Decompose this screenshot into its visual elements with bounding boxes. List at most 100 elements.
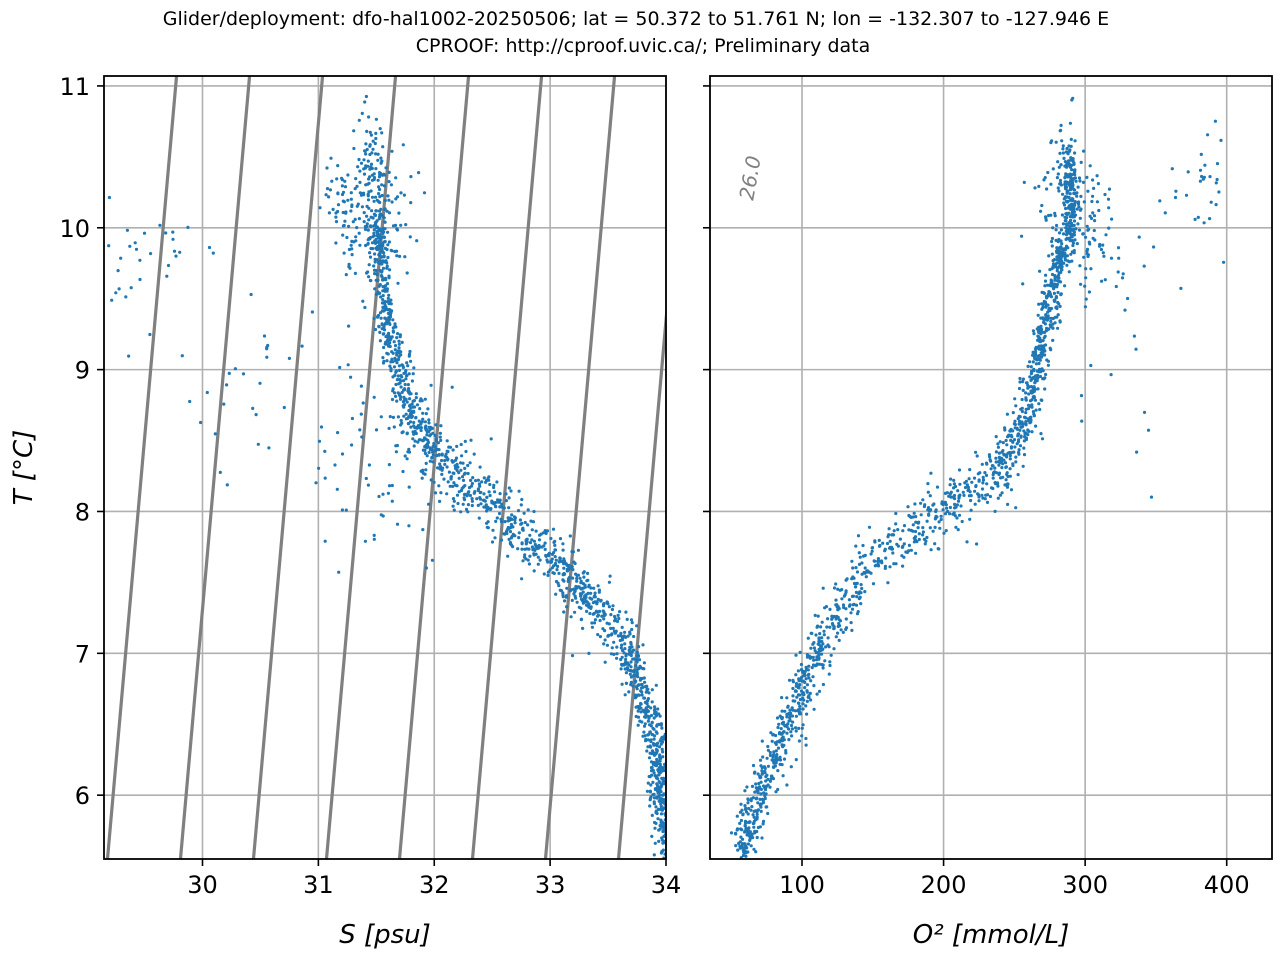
data-point [1043, 279, 1048, 283]
data-point [519, 503, 523, 507]
data-point [336, 209, 340, 214]
data-point [1059, 245, 1063, 249]
isopycnal-line [616, 302, 666, 859]
data-point [937, 520, 941, 524]
y-tick-label: 10 [59, 215, 90, 243]
data-point [369, 133, 373, 137]
data-point [791, 694, 795, 698]
x-tick-label: 200 [921, 871, 967, 899]
data-point [812, 684, 816, 688]
data-point [953, 506, 957, 510]
data-point [1060, 242, 1064, 246]
data-point [561, 591, 565, 595]
data-point [974, 450, 978, 454]
data-point [637, 693, 641, 697]
data-point [836, 624, 840, 629]
data-point [1057, 247, 1061, 251]
data-point [342, 200, 346, 204]
data-point [374, 195, 378, 199]
data-point [354, 239, 358, 243]
data-point [412, 399, 416, 403]
data-point [550, 552, 555, 557]
data-point [585, 579, 589, 583]
data-point [340, 176, 344, 180]
data-point [770, 774, 774, 778]
data-point [350, 247, 354, 251]
data-point [760, 766, 764, 770]
o2-x-axis-label: O² [mmol/L] [913, 920, 1069, 950]
data-point [336, 431, 340, 435]
data-point [386, 194, 390, 198]
data-point [1063, 284, 1067, 288]
data-point [397, 346, 401, 350]
data-point [660, 740, 665, 744]
data-point [828, 663, 832, 668]
data-point [533, 542, 537, 547]
data-point [331, 207, 335, 211]
data-point [1037, 370, 1041, 374]
data-point [1046, 363, 1050, 367]
data-point [798, 650, 802, 655]
data-point [366, 483, 370, 487]
data-point [178, 250, 182, 254]
data-point [592, 621, 597, 625]
data-point [1052, 263, 1056, 267]
data-point [518, 518, 523, 522]
data-point [842, 605, 846, 610]
data-point [1059, 228, 1063, 232]
data-point [381, 492, 385, 496]
data-point [251, 406, 255, 410]
data-point [778, 714, 782, 718]
data-point [659, 784, 664, 788]
data-point [509, 522, 513, 527]
data-point [1152, 245, 1156, 249]
data-point [613, 617, 618, 621]
data-point [771, 733, 775, 737]
data-point [536, 562, 540, 566]
data-point [754, 818, 758, 822]
data-point [1042, 377, 1046, 381]
data-point [960, 519, 964, 524]
data-point [1068, 165, 1073, 169]
data-point [369, 165, 373, 169]
data-point [1051, 226, 1055, 230]
data-point [423, 451, 427, 455]
data-point [314, 481, 318, 485]
data-point [393, 348, 397, 352]
data-point [747, 806, 751, 811]
data-point [548, 568, 552, 572]
data-point [630, 621, 634, 625]
data-point [374, 136, 378, 141]
data-point [823, 659, 827, 663]
data-point [876, 564, 881, 568]
data-point [440, 472, 444, 476]
data-point [637, 704, 642, 709]
data-point [557, 571, 561, 576]
data-point [877, 538, 881, 543]
data-point [1053, 321, 1057, 325]
data-point [395, 254, 399, 258]
data-point [832, 586, 837, 590]
data-point [391, 318, 395, 322]
data-point [430, 558, 434, 562]
data-point [347, 224, 351, 228]
data-point [902, 524, 907, 528]
data-point [850, 594, 855, 599]
data-point [1045, 187, 1049, 191]
data-point [861, 543, 865, 548]
data-point [489, 437, 493, 441]
data-point [509, 543, 513, 547]
isopycnal-line [755, 76, 760, 136]
data-point [524, 542, 528, 546]
data-point [512, 515, 517, 519]
data-point [927, 509, 932, 513]
data-point [1055, 305, 1059, 309]
data-point [654, 730, 658, 734]
data-point [414, 392, 418, 396]
data-point [373, 213, 378, 217]
data-point [782, 743, 786, 748]
data-point [1021, 380, 1025, 384]
data-point [225, 383, 229, 387]
data-point [924, 539, 928, 543]
data-point [873, 540, 877, 544]
